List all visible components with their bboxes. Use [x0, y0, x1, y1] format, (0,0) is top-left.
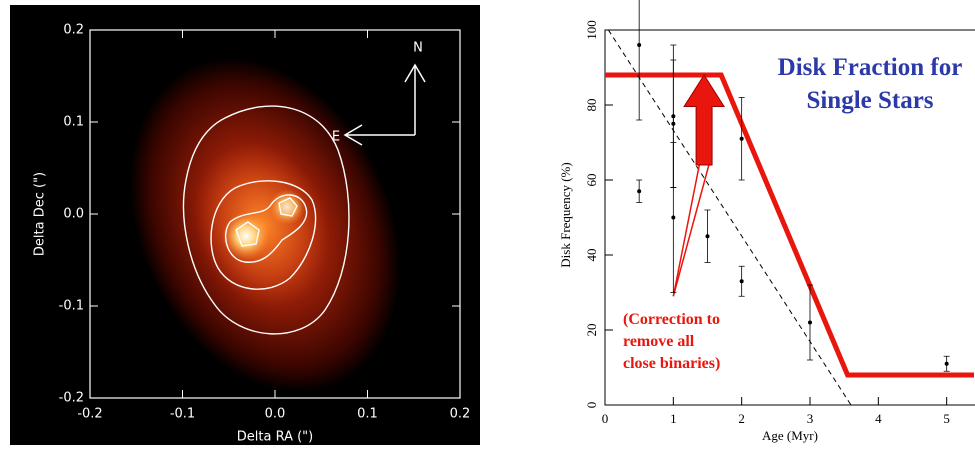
point — [808, 321, 812, 325]
point — [945, 362, 949, 366]
point — [740, 137, 744, 141]
x-tick-label: 0.0 — [265, 407, 286, 422]
line — [605, 75, 974, 375]
annotation: close binaries) — [623, 355, 720, 372]
point — [637, 189, 641, 193]
x-tick-label: -0.2 — [77, 407, 102, 422]
annotation: (Correction to — [623, 311, 720, 328]
x-tick-label: 0.1 — [357, 407, 378, 422]
x-tick-label: 4 — [875, 411, 882, 426]
y-tick-label: 80 — [584, 99, 599, 112]
y-tick-label: 0.0 — [63, 207, 84, 222]
y-tick-label: 40 — [584, 249, 599, 262]
x-tick-label: 5 — [943, 411, 950, 426]
y-tick-label: 20 — [584, 324, 599, 337]
y-tick-label: 100 — [584, 20, 599, 40]
error-bar — [636, 0, 642, 120]
chart-title: Single Stars — [806, 87, 933, 114]
annotation: N — [413, 41, 423, 56]
y-tick-label: 60 — [584, 174, 599, 187]
x-tick-label: 0 — [602, 411, 609, 426]
point — [671, 122, 675, 126]
x-axis-label: Age (Myr) — [762, 428, 818, 443]
chart-title: Disk Fraction for — [778, 54, 963, 81]
x-tick-label: 3 — [807, 411, 814, 426]
chart: N E Delta RA (") Delta Dec (") Disk Frac… — [0, 0, 975, 450]
x-tick-label: 1 — [670, 411, 677, 426]
x-tick-label: -0.1 — [170, 407, 195, 422]
x-tick-label: 0.2 — [450, 407, 471, 422]
point — [671, 216, 675, 220]
y-axis-label: Delta Dec (") — [33, 172, 48, 256]
y-tick-label: -0.2 — [59, 391, 84, 406]
point — [706, 234, 710, 238]
y-axis-label: Disk Frequency (%) — [558, 162, 573, 267]
arrow — [684, 75, 724, 165]
x-axis-label: Delta RA (") — [237, 430, 313, 445]
y-tick-label: 0.1 — [63, 115, 84, 130]
point — [637, 43, 641, 47]
line — [673, 165, 709, 296]
point — [740, 279, 744, 283]
annotation: remove all — [623, 333, 695, 350]
line — [673, 165, 699, 296]
y-tick-label: 0 — [584, 402, 599, 409]
x-tick-label: 2 — [738, 411, 745, 426]
y-tick-label: -0.1 — [59, 299, 84, 314]
y-tick-label: 0.2 — [63, 23, 84, 38]
annotation: E — [332, 130, 340, 145]
